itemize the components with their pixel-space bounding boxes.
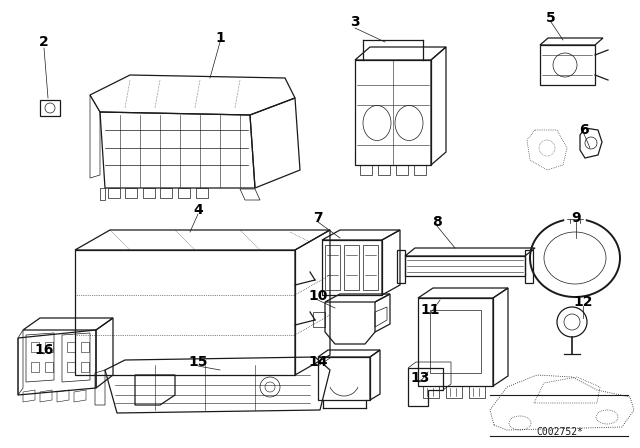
Text: 8: 8 <box>432 215 442 229</box>
Bar <box>81 342 89 352</box>
Text: 1: 1 <box>215 31 225 45</box>
Text: 7: 7 <box>313 211 323 225</box>
Text: 14: 14 <box>308 355 328 369</box>
Text: 3: 3 <box>350 15 360 29</box>
Bar <box>31 362 39 372</box>
Bar <box>45 362 53 372</box>
Text: 9: 9 <box>571 211 581 225</box>
Text: C002752*: C002752* <box>536 427 584 437</box>
Bar <box>67 342 75 352</box>
Bar <box>67 362 75 372</box>
Text: 11: 11 <box>420 303 440 317</box>
Text: 6: 6 <box>579 123 589 137</box>
Text: 16: 16 <box>35 343 54 357</box>
Text: 4: 4 <box>193 203 203 217</box>
Text: 15: 15 <box>188 355 208 369</box>
Text: 2: 2 <box>39 35 49 49</box>
Text: 5: 5 <box>546 11 556 25</box>
Text: 10: 10 <box>308 289 328 303</box>
Bar <box>81 362 89 372</box>
Bar <box>31 342 39 352</box>
Text: 12: 12 <box>573 295 593 309</box>
Text: 13: 13 <box>410 371 429 385</box>
Bar <box>45 342 53 352</box>
